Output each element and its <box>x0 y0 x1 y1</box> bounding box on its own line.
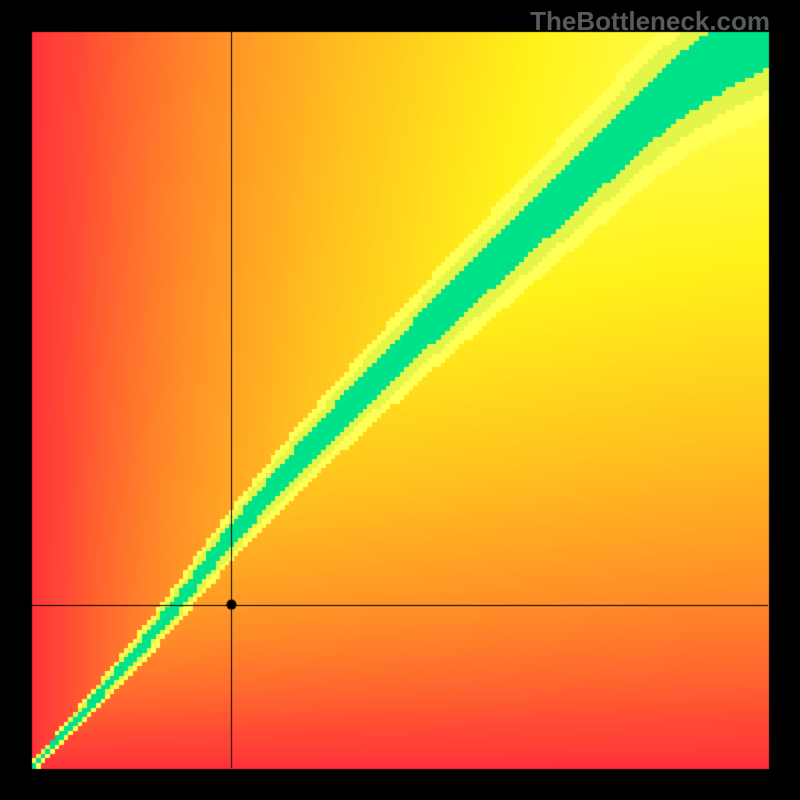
bottleneck-heatmap <box>0 0 800 800</box>
chart-container: TheBottleneck.com <box>0 0 800 800</box>
watermark-text: TheBottleneck.com <box>530 6 770 37</box>
